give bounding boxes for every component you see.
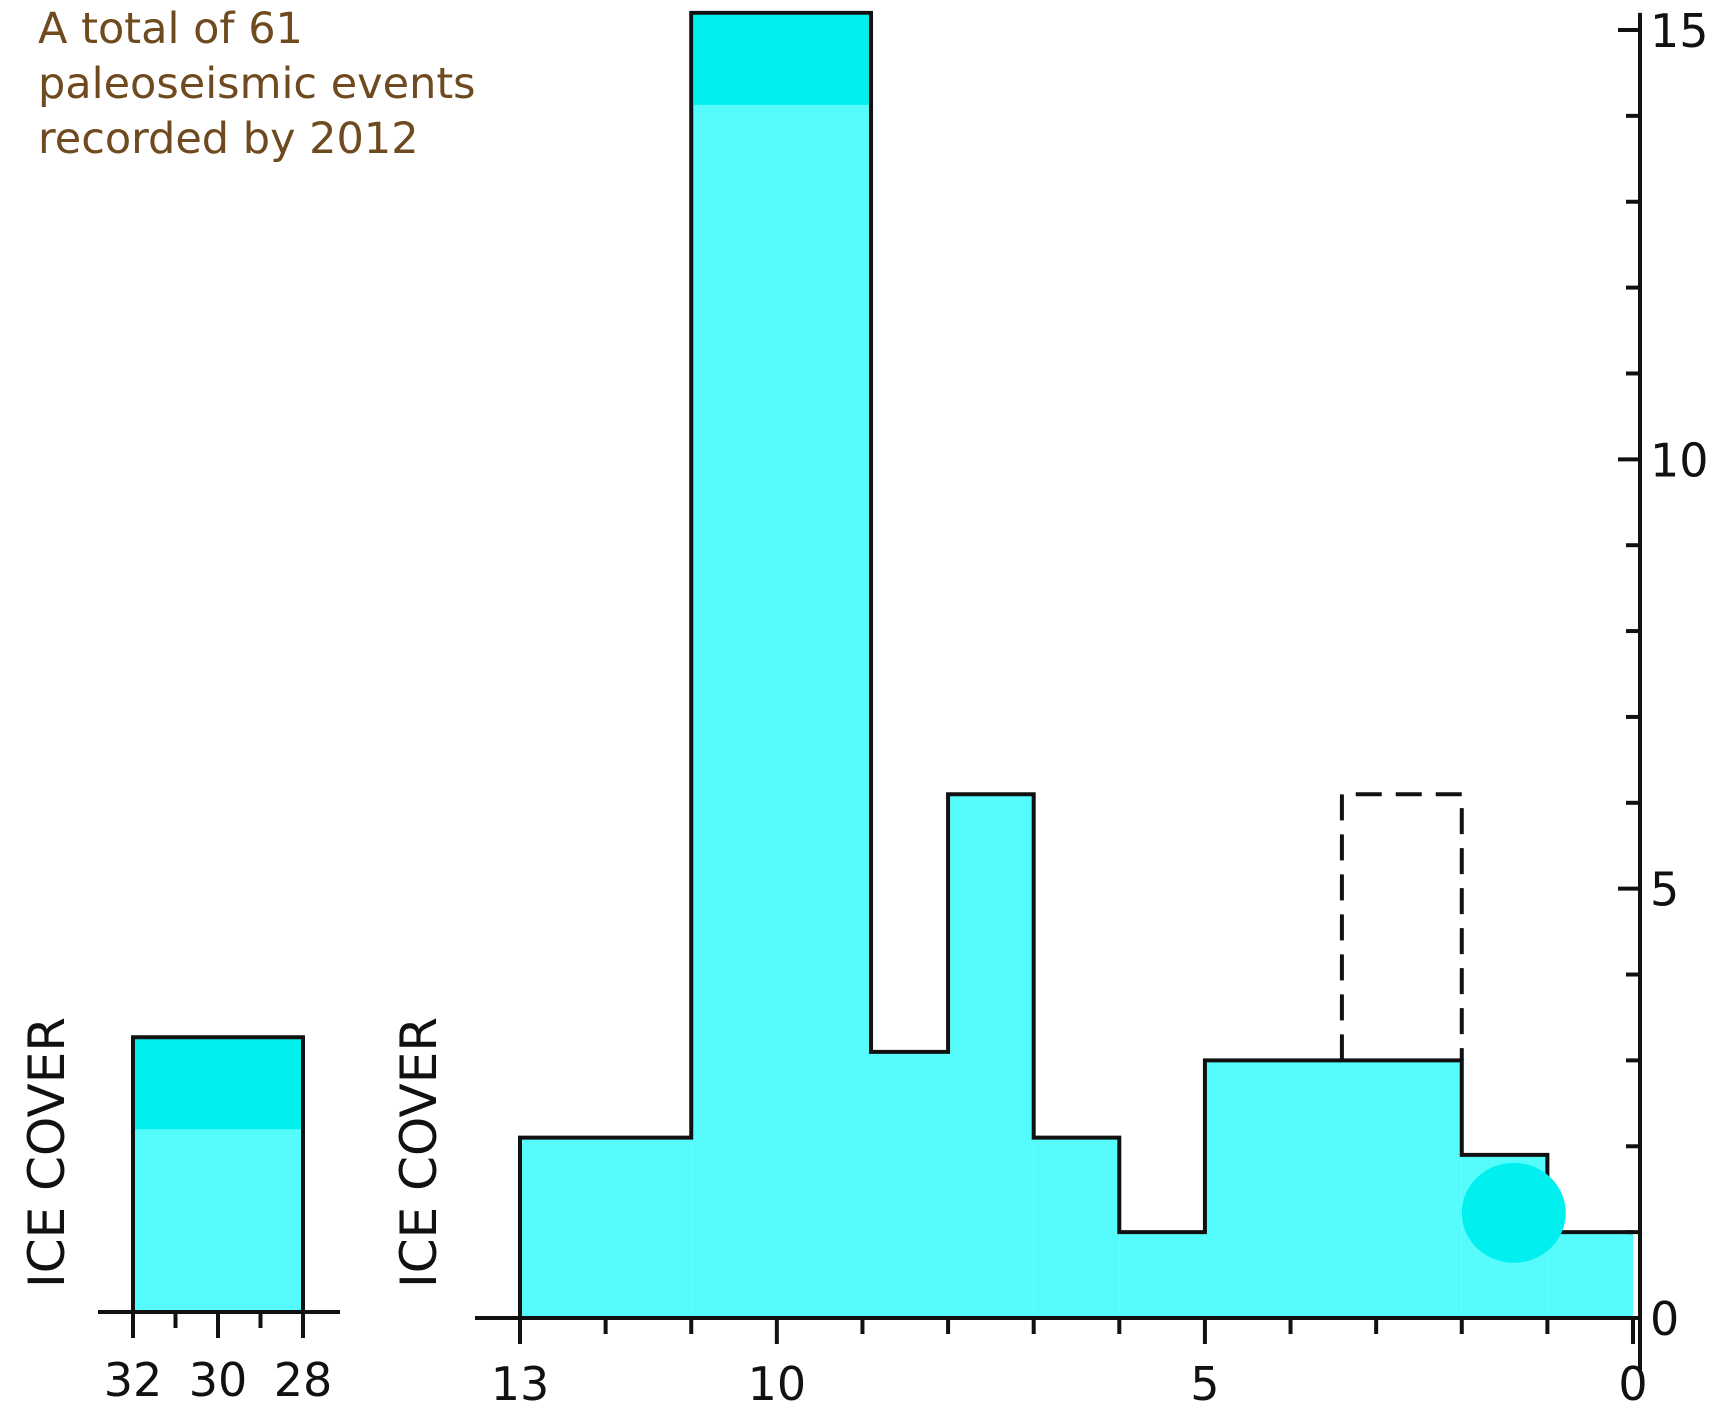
main-bar-4: [1033, 1137, 1120, 1318]
main-bar-blob-highlight: [1461, 1162, 1566, 1263]
main-y-tick-label-0: 0: [1650, 1292, 1679, 1346]
left-x-tick-label-28: 28: [274, 1353, 333, 1407]
annotation-line-2: paleoseismic events: [38, 59, 476, 109]
main-bar-1: [691, 12, 872, 1319]
main-x-tick-label-5: 5: [1190, 1357, 1219, 1411]
main-bar-top-highlight: [693, 14, 870, 105]
main-ice-cover-label: ICE COVER: [390, 1017, 448, 1288]
main-dashed-bar-0: [1339, 792, 1464, 1061]
main-x-tick-label-0: 0: [1618, 1357, 1647, 1411]
left-ice-cover-label: ICE COVER: [18, 1017, 76, 1288]
main-y-tick-label-10: 10: [1650, 433, 1709, 487]
main-bar-2: [871, 1051, 949, 1318]
left-bar-highlight-0: [135, 1039, 301, 1130]
main-histogram-outline: [518, 10, 1633, 1318]
main-x-tick-label-10: 10: [748, 1357, 807, 1411]
main-bar-0: [520, 1137, 692, 1318]
main-bar-8: [1547, 1232, 1633, 1318]
left-x-tick-label-32: 32: [104, 1353, 163, 1407]
main-bar-3: [948, 794, 1034, 1318]
main-panel: 13 10 5 0 15 10 5 0: [475, 4, 1709, 1411]
event-count-annotation: A total of 61 paleoseismic events record…: [38, 2, 578, 167]
left-panel: 32 30 28: [98, 1035, 340, 1407]
main-y-tick-label-15: 15: [1650, 4, 1709, 58]
annotation-line-3: recorded by 2012: [38, 114, 419, 164]
main-x-tick-label-13: 13: [491, 1357, 550, 1411]
left-x-tick-label-30: 30: [189, 1353, 248, 1407]
annotation-line-1: A total of 61: [38, 4, 303, 54]
left-bar-outline-0: [131, 1035, 305, 1312]
main-bar-5: [1119, 1232, 1205, 1318]
main-y-tick-label-5: 5: [1650, 863, 1679, 917]
main-bar-6: [1204, 1060, 1462, 1318]
